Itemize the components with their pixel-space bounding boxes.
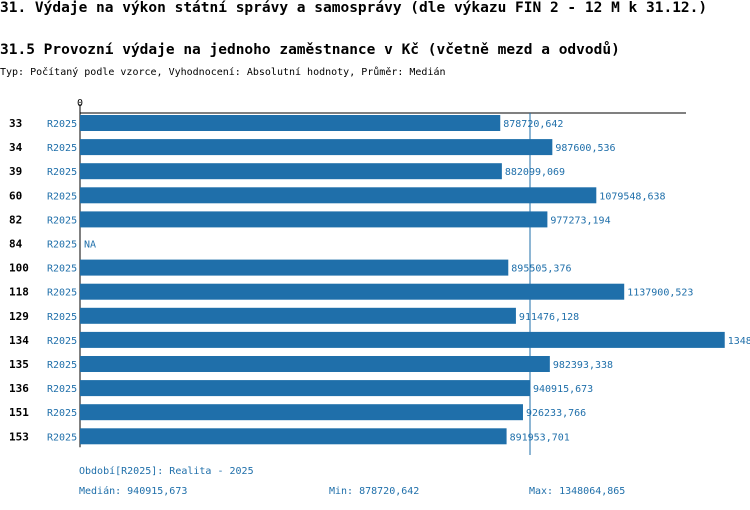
- bar: [80, 307, 516, 324]
- series-label: R2025: [47, 408, 77, 419]
- bar: [80, 283, 625, 300]
- category-label: 151: [9, 406, 29, 419]
- category-label: 153: [9, 430, 29, 443]
- series-label: R2025: [47, 119, 77, 130]
- value-label: 1079548,638: [599, 191, 665, 202]
- category-label: 60: [9, 189, 22, 202]
- bar: [80, 331, 725, 348]
- category-label: 134: [9, 334, 29, 347]
- bar: [80, 115, 501, 131]
- value-label: 882099,069: [505, 167, 565, 178]
- footer-max: Max: 1348064,865: [529, 486, 626, 497]
- bar: [80, 163, 502, 180]
- chart-type-info: Typ: Počítaný podle vzorce, Vyhodnocení:…: [0, 67, 446, 78]
- value-label: NA: [84, 240, 96, 251]
- series-label: R2025: [47, 432, 77, 443]
- value-label: 977273,194: [550, 215, 610, 226]
- value-label: 891953,701: [510, 432, 570, 443]
- value-label: 987600,536: [555, 143, 615, 154]
- series-label: R2025: [47, 240, 77, 251]
- chart-title: 31. Výdaje na výkon státní správy a samo…: [0, 0, 708, 16]
- value-label: 982393,338: [553, 360, 613, 371]
- footer-median: Medián: 940915,673: [79, 486, 188, 497]
- bar: [80, 187, 597, 204]
- series-label: R2025: [47, 191, 77, 202]
- value-label: 926233,766: [526, 408, 586, 419]
- category-label: 100: [9, 262, 29, 275]
- value-label: 1137900,523: [627, 288, 693, 299]
- series-label: R2025: [47, 312, 77, 323]
- category-label: 129: [9, 310, 29, 323]
- category-label: 136: [9, 382, 29, 395]
- bar: [80, 404, 523, 421]
- value-label: 940915,673: [533, 384, 593, 395]
- footer-min: Min: 878720,642: [329, 486, 420, 497]
- bar: [80, 259, 509, 276]
- bar: [80, 139, 553, 156]
- series-label: R2025: [47, 143, 77, 154]
- series-label: R2025: [47, 167, 77, 178]
- category-label: 34: [9, 141, 23, 154]
- series-label: R2025: [47, 336, 77, 347]
- series-label: R2025: [47, 384, 77, 395]
- series-label: R2025: [47, 264, 77, 275]
- series-label: R2025: [47, 360, 77, 371]
- x-tick-label: 0: [77, 98, 83, 109]
- footer-period: Období[R2025]: Realita - 2025: [79, 466, 254, 477]
- bar: [80, 211, 548, 228]
- value-label: 1348064,865: [728, 336, 750, 347]
- category-label: 82: [9, 213, 22, 226]
- value-label: 911476,128: [519, 312, 579, 323]
- series-label: R2025: [47, 288, 77, 299]
- category-label: 118: [9, 286, 29, 299]
- value-label: 895505,376: [511, 264, 571, 275]
- chart-subtitle: 31.5 Provozní výdaje na jednoho zaměstna…: [0, 42, 620, 58]
- series-label: R2025: [47, 215, 77, 226]
- bar: [80, 428, 507, 445]
- bar: [80, 380, 531, 397]
- value-label: 878720,642: [503, 119, 563, 130]
- category-label: 39: [9, 165, 22, 178]
- category-label: 84: [9, 238, 23, 251]
- bar: [80, 356, 550, 372]
- category-label: 33: [9, 117, 22, 130]
- category-label: 135: [9, 358, 29, 371]
